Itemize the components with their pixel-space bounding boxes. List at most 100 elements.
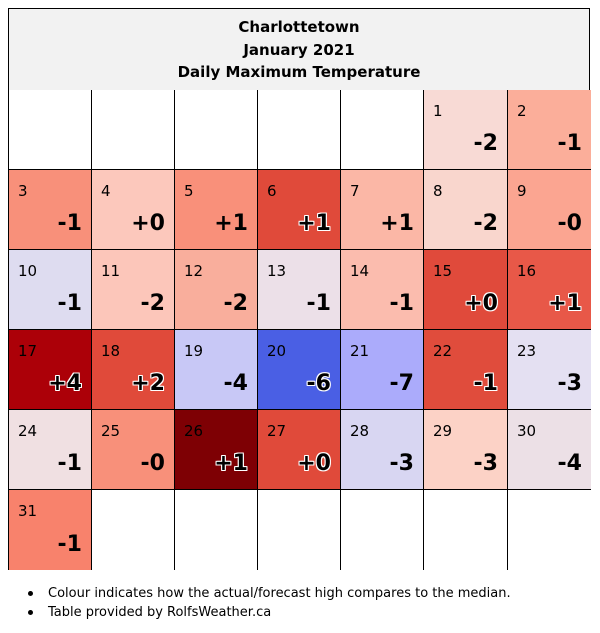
temperature-anomaly: -1 [57, 532, 82, 557]
day-number: 2 [517, 102, 527, 120]
temperature-anomaly: -4 [223, 371, 248, 396]
day-number: 24 [18, 422, 38, 440]
day-cell: 1 -2 [424, 90, 508, 170]
day-number: 20 [267, 342, 287, 360]
footnote-text: Table provided by RolfsWeather.ca [48, 605, 272, 620]
day-number: 9 [517, 182, 527, 200]
temperature-anomaly: +1 [297, 211, 331, 236]
day-cell: 8 -2 [424, 170, 508, 250]
temperature-anomaly: -4 [557, 451, 582, 476]
temperature-anomaly: -0 [557, 211, 582, 236]
day-cell: 21 -7 [341, 330, 424, 410]
bullet-icon [28, 610, 33, 615]
day-number: 11 [101, 262, 121, 280]
temperature-anomaly: -1 [389, 291, 414, 316]
location-title: Charlottetown [238, 18, 360, 36]
day-cell: 7 +1 [341, 170, 424, 250]
day-number: 19 [184, 342, 204, 360]
day-cell: 17 +4 [9, 330, 92, 410]
day-cell: 28 -3 [341, 410, 424, 490]
temperature-anomaly: -3 [557, 371, 582, 396]
temperature-anomaly: +4 [48, 371, 82, 396]
temperature-anomaly: +0 [297, 451, 331, 476]
day-cell: 15 +0 [424, 250, 508, 330]
temperature-anomaly: -3 [473, 451, 498, 476]
footnote-text: Colour indicates how the actual/forecast… [48, 586, 511, 601]
day-cell: 20 -6 [258, 330, 341, 410]
day-number: 13 [267, 262, 287, 280]
day-cell: 16 +1 [508, 250, 591, 330]
temperature-anomaly: +2 [131, 371, 165, 396]
day-number: 17 [18, 342, 38, 360]
temperature-anomaly: -1 [57, 291, 82, 316]
day-number: 27 [267, 422, 287, 440]
day-number: 1 [433, 102, 443, 120]
temperature-anomaly: -7 [389, 371, 414, 396]
empty-cell [341, 490, 424, 570]
temperature-anomaly: -2 [140, 291, 165, 316]
bullet-icon [28, 591, 33, 596]
day-cell: 5 +1 [175, 170, 258, 250]
day-number: 6 [267, 182, 277, 200]
temperature-anomaly: -1 [557, 131, 582, 156]
empty-cell [175, 90, 258, 170]
empty-cell [92, 90, 175, 170]
day-number: 8 [433, 182, 443, 200]
footnote-item: Table provided by RolfsWeather.ca [28, 603, 511, 622]
day-cell: 12 -2 [175, 250, 258, 330]
day-number: 23 [517, 342, 537, 360]
empty-cell [258, 90, 341, 170]
day-cell: 18 +2 [92, 330, 175, 410]
empty-cell [341, 90, 424, 170]
day-cell: 30 -4 [508, 410, 591, 490]
day-number: 21 [350, 342, 370, 360]
temperature-anomaly: -1 [473, 371, 498, 396]
temperature-anomaly: +0 [464, 291, 498, 316]
day-number: 16 [517, 262, 537, 280]
day-cell: 23 -3 [508, 330, 591, 410]
day-cell: 10 -1 [9, 250, 92, 330]
day-number: 31 [18, 502, 38, 520]
empty-cell [92, 490, 175, 570]
day-number: 12 [184, 262, 204, 280]
day-number: 26 [184, 422, 204, 440]
empty-cell [508, 490, 591, 570]
day-cell: 31 -1 [9, 490, 92, 570]
temperature-anomaly: +1 [214, 451, 248, 476]
empty-cell [258, 490, 341, 570]
empty-cell [424, 490, 508, 570]
temperature-anomaly: -2 [473, 211, 498, 236]
day-cell: 11 -2 [92, 250, 175, 330]
calendar-table: Charlottetown January 2021 Daily Maximum… [8, 8, 591, 570]
day-cell: 26 +1 [175, 410, 258, 490]
temperature-anomaly: -1 [306, 291, 331, 316]
day-cell: 2 -1 [508, 90, 591, 170]
temperature-anomaly: -2 [223, 291, 248, 316]
temperature-anomaly: -0 [140, 451, 165, 476]
day-cell: 24 -1 [9, 410, 92, 490]
day-cell: 29 -3 [424, 410, 508, 490]
day-cell: 22 -1 [424, 330, 508, 410]
temperature-anomaly: -6 [306, 371, 331, 396]
day-number: 4 [101, 182, 111, 200]
day-cell: 14 -1 [341, 250, 424, 330]
month-title: January 2021 [243, 40, 355, 59]
day-cell: 25 -0 [92, 410, 175, 490]
footnote-item: Colour indicates how the actual/forecast… [28, 584, 511, 603]
day-number: 3 [18, 182, 28, 200]
day-cell: 6 +1 [258, 170, 341, 250]
day-cell: 4 +0 [92, 170, 175, 250]
day-number: 5 [184, 182, 194, 200]
day-cell: 3 -1 [9, 170, 92, 250]
table-header: Charlottetown January 2021 Daily Maximum… [9, 9, 589, 91]
temperature-anomaly: -2 [473, 131, 498, 156]
temperature-anomaly: +1 [548, 291, 582, 316]
metric-title: Daily Maximum Temperature [177, 63, 421, 81]
day-cell: 27 +0 [258, 410, 341, 490]
temperature-anomaly: +0 [131, 211, 165, 236]
temperature-anomaly: +1 [214, 211, 248, 236]
empty-cell [9, 90, 92, 170]
day-number: 15 [433, 262, 453, 280]
day-number: 30 [517, 422, 537, 440]
day-cell: 9 -0 [508, 170, 591, 250]
